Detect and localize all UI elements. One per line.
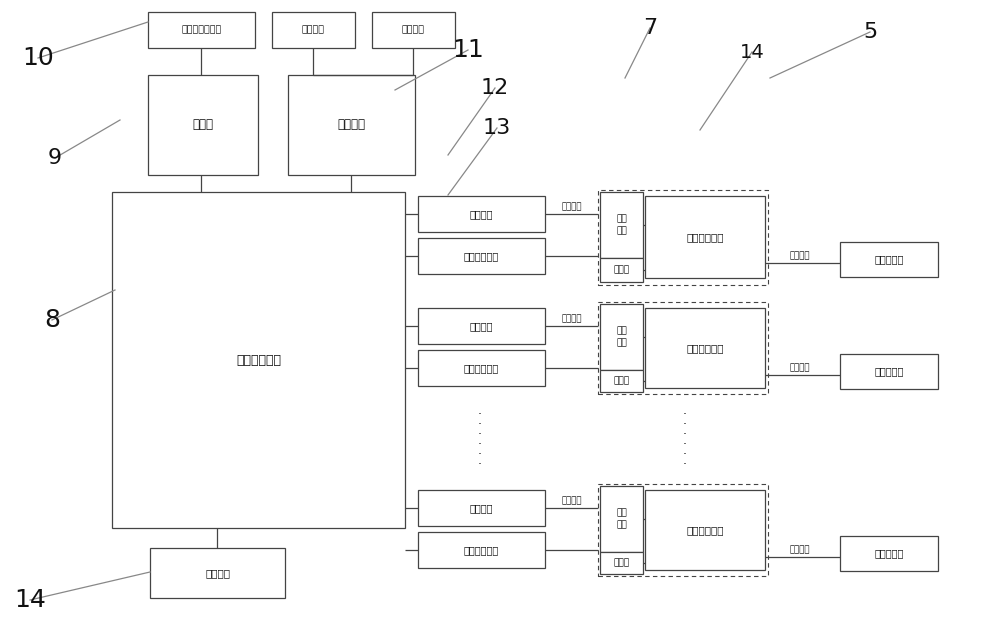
Text: 电子锁控制器: 电子锁控制器 <box>464 251 499 261</box>
Bar <box>288 75 415 175</box>
Text: 通信模块: 通信模块 <box>338 119 366 132</box>
Bar <box>600 304 643 370</box>
Text: 12: 12 <box>481 78 509 98</box>
Text: ·: · <box>683 459 687 472</box>
Text: ·: · <box>683 449 687 462</box>
Text: 手持终端: 手持终端 <box>302 25 325 35</box>
Text: 11: 11 <box>452 38 484 62</box>
Bar <box>418 196 545 232</box>
Text: 充电主控单元: 充电主控单元 <box>236 353 281 366</box>
Bar <box>645 196 765 278</box>
Text: 电子锁: 电子锁 <box>613 559 630 567</box>
Bar <box>148 12 255 48</box>
Bar <box>598 302 768 394</box>
Text: 交流电输入模块: 交流电输入模块 <box>181 25 222 35</box>
Text: 13: 13 <box>483 118 511 138</box>
Bar <box>598 190 768 285</box>
Bar <box>272 12 355 48</box>
Text: 电子锁控制器: 电子锁控制器 <box>464 363 499 373</box>
Text: 14: 14 <box>14 588 46 612</box>
Text: 8: 8 <box>44 308 60 332</box>
Bar <box>418 532 545 568</box>
Text: ·: · <box>478 418 482 431</box>
Text: 计量模块: 计量模块 <box>470 209 493 219</box>
Text: ·: · <box>478 439 482 452</box>
Bar <box>418 490 545 526</box>
Bar <box>598 484 768 576</box>
Text: ·: · <box>478 408 482 421</box>
Bar <box>600 486 643 552</box>
Text: 充电
插座: 充电 插座 <box>616 509 627 530</box>
Text: 充电
插座: 充电 插座 <box>616 326 627 347</box>
Text: 直流输出: 直流输出 <box>790 363 810 373</box>
Text: 扩展接口: 扩展接口 <box>205 568 230 578</box>
Text: ·: · <box>478 449 482 462</box>
Bar <box>112 192 405 528</box>
Text: 直流输出: 直流输出 <box>790 252 810 261</box>
Text: ·: · <box>683 439 687 452</box>
Text: ·: · <box>683 408 687 421</box>
Text: 交流输出: 交流输出 <box>562 315 582 323</box>
Text: 14: 14 <box>740 43 764 62</box>
Bar <box>418 350 545 386</box>
Bar <box>418 238 545 274</box>
Text: 用户电动车: 用户电动车 <box>874 255 904 265</box>
Text: 电子锁: 电子锁 <box>613 266 630 274</box>
Bar <box>645 490 765 570</box>
Text: 7: 7 <box>643 18 657 38</box>
Text: 用户电动车: 用户电动车 <box>874 549 904 559</box>
Text: 交流输出: 交流输出 <box>562 203 582 211</box>
Text: ·: · <box>683 428 687 441</box>
Text: ·: · <box>478 459 482 472</box>
Text: 变压器: 变压器 <box>192 119 214 132</box>
Text: 9: 9 <box>48 148 62 168</box>
Text: 交流输出: 交流输出 <box>562 496 582 506</box>
Text: 用户充电设备: 用户充电设备 <box>686 525 724 535</box>
Bar <box>600 258 643 282</box>
Bar <box>148 75 258 175</box>
Text: 10: 10 <box>22 46 54 70</box>
Bar <box>150 548 285 598</box>
Text: ·: · <box>478 428 482 441</box>
Bar <box>840 536 938 571</box>
Text: 计量模块: 计量模块 <box>470 321 493 331</box>
Text: 直流输出: 直流输出 <box>790 546 810 554</box>
Text: 用户充电设备: 用户充电设备 <box>686 343 724 353</box>
Bar <box>372 12 455 48</box>
Text: ·: · <box>683 418 687 431</box>
Text: 用户电动车: 用户电动车 <box>874 366 904 376</box>
Text: 5: 5 <box>863 22 877 42</box>
Text: 用户充电设备: 用户充电设备 <box>686 232 724 242</box>
Text: 充电
插座: 充电 插座 <box>616 214 627 235</box>
Text: 云端后台: 云端后台 <box>402 25 425 35</box>
Bar <box>840 242 938 277</box>
Bar <box>600 552 643 574</box>
Text: 电子锁: 电子锁 <box>613 376 630 386</box>
Bar <box>600 192 643 258</box>
Text: 电子锁控制器: 电子锁控制器 <box>464 545 499 555</box>
Bar <box>418 308 545 344</box>
Bar <box>840 354 938 389</box>
Bar <box>600 370 643 392</box>
Bar <box>645 308 765 388</box>
Text: 计量模块: 计量模块 <box>470 503 493 513</box>
